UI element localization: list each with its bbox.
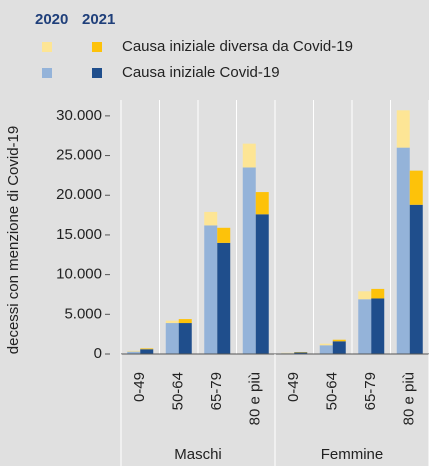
bar	[294, 352, 308, 354]
bar	[178, 319, 192, 324]
bar	[255, 192, 269, 215]
legend-swatch	[92, 68, 102, 78]
y-tick-label: 15.000	[56, 226, 102, 243]
y-tick-label: 10.000	[56, 266, 102, 283]
legend-label: Causa iniziale diversa da Covid-19	[122, 38, 353, 55]
legend-label: Causa iniziale Covid-19	[122, 64, 280, 81]
bar	[409, 204, 423, 354]
bar	[165, 323, 179, 354]
y-tick-label: 30.000	[56, 107, 102, 124]
y-tick-label: 25.000	[56, 147, 102, 164]
bar	[332, 341, 346, 354]
x-tick-label: 65-79	[208, 372, 225, 410]
legend-year: 2021	[82, 11, 115, 28]
bar	[217, 227, 231, 243]
legend-year: 2020	[35, 11, 68, 28]
group-label: Maschi	[174, 446, 222, 463]
bar	[358, 299, 372, 354]
bar	[127, 351, 141, 354]
y-tick-label: 0	[94, 345, 102, 362]
bar	[140, 349, 154, 354]
bar	[178, 323, 192, 354]
bar	[204, 225, 218, 354]
bar	[371, 288, 385, 299]
x-tick-label: 65-79	[362, 372, 379, 410]
x-tick-label: 50-64	[324, 372, 341, 410]
y-tick-label: 20.000	[56, 186, 102, 203]
bar	[204, 211, 218, 226]
bar	[242, 143, 256, 168]
bar	[319, 343, 333, 346]
x-tick-label: 50-64	[170, 372, 187, 410]
y-tick-label: 5.000	[64, 305, 102, 322]
bar	[255, 214, 269, 354]
bar	[140, 348, 154, 350]
bar	[358, 291, 372, 300]
bar	[396, 110, 410, 148]
x-tick-label: 0-49	[131, 372, 148, 402]
legend-swatch	[92, 42, 102, 52]
y-axis-title: decessi con menzione di Covid-19	[5, 126, 22, 354]
bar	[319, 345, 333, 354]
legend-swatch	[42, 68, 52, 78]
bar	[332, 339, 346, 342]
group-label: Femmine	[321, 446, 384, 463]
bar	[242, 167, 256, 354]
bar	[165, 320, 179, 324]
legend-swatch	[42, 42, 52, 52]
x-tick-label: 80 e più	[247, 372, 264, 425]
bar	[217, 242, 231, 354]
x-tick-label: 0-49	[285, 372, 302, 402]
bar	[371, 298, 385, 354]
bar	[127, 350, 141, 352]
x-tick-label: 80 e più	[401, 372, 418, 425]
bar	[396, 147, 410, 354]
bar	[409, 170, 423, 205]
